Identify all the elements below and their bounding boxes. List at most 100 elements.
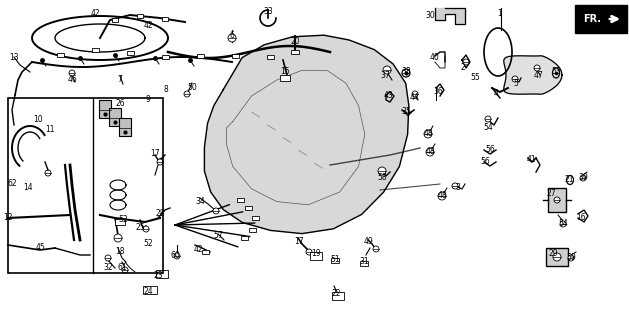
Circle shape [114,234,122,242]
Bar [112,18,118,22]
Text: 18: 18 [115,247,125,257]
Text: 21: 21 [564,175,574,185]
Bar [245,206,252,210]
Bar [280,75,290,81]
Text: 40: 40 [429,53,439,62]
Text: 30: 30 [425,12,435,20]
Bar [162,55,169,59]
Text: 55: 55 [470,74,480,83]
Circle shape [512,76,518,82]
Text: 24: 24 [143,287,153,297]
Circle shape [105,255,111,261]
Text: 48: 48 [437,190,447,199]
Bar [310,252,322,260]
Text: 11: 11 [45,125,55,134]
Text: 56: 56 [480,157,490,166]
Bar [252,216,259,220]
Text: 27: 27 [546,188,556,197]
Polygon shape [204,35,409,234]
Text: 54: 54 [483,124,493,132]
Text: 42: 42 [143,20,153,29]
Circle shape [485,116,491,122]
Circle shape [378,167,386,175]
Text: 32: 32 [103,262,113,271]
Text: 12: 12 [3,213,13,222]
Text: 61: 61 [117,262,127,271]
Text: 50: 50 [187,83,197,92]
Bar [143,286,157,294]
Text: 44: 44 [410,93,420,102]
Text: 51: 51 [330,254,340,263]
Text: 38: 38 [401,68,411,76]
Text: 16: 16 [576,213,586,222]
Bar [109,108,121,126]
Text: 59: 59 [566,253,576,262]
Circle shape [122,267,128,273]
Text: 48: 48 [425,148,435,156]
Bar [575,5,627,33]
Circle shape [157,159,163,165]
Text: 35: 35 [401,108,411,116]
Text: 47: 47 [533,70,543,79]
Text: 3: 3 [455,183,460,193]
Text: 37: 37 [380,71,390,81]
Bar [196,54,204,58]
Bar [57,53,64,57]
Circle shape [412,91,418,97]
Bar [162,17,168,21]
Bar [331,258,339,262]
Circle shape [554,197,560,203]
Text: 19: 19 [311,250,321,259]
Bar [91,48,99,52]
Circle shape [424,130,432,138]
Bar [126,51,133,55]
Text: 52: 52 [118,215,128,225]
Circle shape [560,221,566,227]
Bar [137,14,143,18]
Circle shape [306,249,312,255]
Text: 14: 14 [23,182,33,191]
Text: 9: 9 [145,95,150,105]
Text: 54: 54 [558,220,568,228]
Text: 45: 45 [35,244,45,252]
Bar [267,55,274,59]
Circle shape [383,66,391,74]
Text: 56: 56 [485,146,495,155]
Text: 1: 1 [498,10,503,19]
Circle shape [45,170,51,176]
Text: 17: 17 [150,148,160,157]
Text: 2: 2 [460,63,465,73]
Circle shape [373,246,379,252]
Text: 53: 53 [551,68,561,76]
Text: 6: 6 [230,30,235,39]
Circle shape [174,253,180,259]
Bar [115,219,125,225]
Circle shape [534,65,540,71]
Bar [240,236,247,240]
Text: 52: 52 [143,239,153,249]
Text: 39: 39 [578,172,588,181]
Bar [360,260,368,266]
Text: 17: 17 [294,237,304,246]
Bar [248,228,255,232]
Bar [99,100,111,118]
Bar [156,270,168,277]
Bar [231,54,238,58]
Text: 41: 41 [526,156,536,164]
Circle shape [213,208,219,214]
Bar [332,292,344,300]
Bar [119,118,131,136]
Circle shape [69,70,75,76]
Text: 49: 49 [363,237,373,246]
Text: 29: 29 [548,250,558,259]
Text: 25: 25 [135,223,145,233]
Text: 8: 8 [164,85,169,94]
Text: 42: 42 [193,244,203,253]
Text: 22: 22 [331,290,341,299]
Text: 46: 46 [67,76,77,84]
Text: 58: 58 [377,173,387,182]
Text: FR.: FR. [583,14,601,24]
Circle shape [228,34,236,42]
Text: 36: 36 [433,87,443,97]
Bar [548,188,566,212]
